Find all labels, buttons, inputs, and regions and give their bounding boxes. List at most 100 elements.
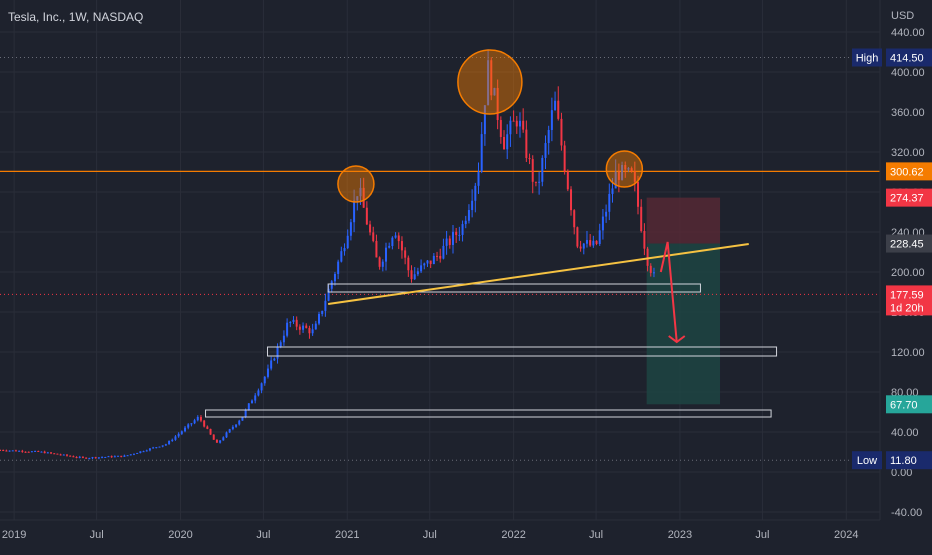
candle-body: [59, 454, 62, 456]
projection-arrow-path: [659, 241, 678, 343]
y-tick-label: 120.00: [891, 347, 925, 359]
candle-body: [522, 120, 525, 130]
candle-body: [171, 439, 174, 441]
candle-body: [279, 342, 282, 347]
time-axis[interactable]: 2019 Jul 2020 Jul 2021 Jul 2022 Jul 2023 Jul 2024: [0, 519, 880, 541]
candle-body: [327, 288, 330, 301]
candle-body: [305, 325, 308, 329]
candle-body: [2, 450, 5, 452]
x-tick-label: Jul: [423, 529, 437, 541]
candle-body: [30, 451, 33, 453]
candle-body: [487, 60, 490, 106]
x-tick-label: Jul: [256, 529, 270, 541]
candle-body: [362, 187, 365, 208]
candle-body: [471, 200, 474, 211]
candle-body: [605, 211, 608, 217]
horizontal-lines: [0, 57, 880, 461]
candle-body: [225, 432, 228, 438]
candle-body: [410, 270, 413, 280]
pattern-circle-2: [457, 49, 523, 115]
price-label-text: 11.80: [890, 455, 917, 467]
candle-body: [337, 261, 340, 274]
candle-body: [69, 455, 72, 457]
candle-body: [212, 434, 215, 440]
candle-body: [467, 210, 470, 221]
candle-body: [132, 453, 135, 455]
pattern-circle-3: [605, 150, 644, 188]
candle-body: [573, 210, 576, 228]
candle-body: [474, 185, 477, 201]
candle-body: [14, 450, 17, 452]
candle-body: [439, 255, 442, 259]
candle-body: [139, 451, 142, 453]
candle-body: [375, 240, 378, 258]
candle-body: [311, 329, 314, 334]
candle-body: [349, 222, 352, 236]
x-tick-label: 2019: [2, 529, 26, 541]
candle-body: [589, 240, 592, 246]
price-label-text: 228.45: [890, 239, 924, 251]
candle-body: [8, 450, 11, 452]
candle-body: [601, 216, 604, 231]
candle-body: [624, 165, 627, 170]
candle-body: [37, 450, 40, 452]
candle-body: [544, 143, 547, 158]
candle-body: [611, 188, 614, 194]
candle-body: [483, 105, 486, 135]
candle-body: [509, 120, 512, 135]
candle-body: [34, 450, 37, 452]
candle-body: [117, 455, 120, 457]
candle-body: [318, 313, 321, 324]
candle-body: [407, 257, 410, 271]
extreme-tag-text: High: [856, 53, 879, 65]
candle-body: [62, 454, 65, 456]
candle-body: [617, 171, 620, 180]
candle-body: [353, 200, 356, 223]
candle-body: [477, 171, 480, 186]
candle-body: [120, 455, 123, 457]
candle-body: [113, 456, 116, 458]
candle-body: [129, 454, 132, 456]
candle-body: [238, 420, 241, 425]
candle-body: [321, 310, 324, 314]
candle-body: [85, 457, 88, 459]
candle-body: [257, 390, 260, 396]
price-label-text: 177.59: [890, 289, 924, 301]
candle-body: [330, 281, 333, 289]
candle-body: [46, 452, 49, 454]
candle-body: [308, 328, 311, 334]
x-tick-label: 2021: [335, 529, 359, 541]
price-axis[interactable]: USD440.00400.00360.00320.00280.00240.002…: [879, 0, 925, 520]
candle-body: [563, 145, 566, 172]
candle-body: [394, 235, 397, 238]
candle-body: [260, 383, 263, 391]
candle-body: [142, 451, 145, 453]
candle-body: [158, 446, 161, 448]
drawings[interactable]: [205, 49, 778, 418]
candle-body: [184, 427, 187, 432]
candle-body: [97, 457, 100, 459]
y-tick-label: 360.00: [891, 107, 925, 119]
candle-body: [592, 240, 595, 246]
extreme-tag-text: Low: [857, 455, 877, 467]
candle-body: [608, 193, 611, 212]
candle-body: [538, 181, 541, 183]
candle-body: [196, 416, 199, 421]
candle-body: [50, 452, 53, 454]
y-tick-label: 0.00: [891, 467, 912, 479]
candle-body: [560, 118, 563, 146]
candle-body: [496, 87, 499, 121]
candle-body: [547, 129, 550, 144]
candle-body: [199, 416, 202, 421]
candle-body: [241, 416, 244, 421]
take-profit-zone: [646, 243, 721, 405]
candle-body: [566, 171, 569, 190]
price-label-text: 414.50: [890, 53, 924, 65]
candle-body: [292, 319, 295, 322]
candle-body: [276, 346, 279, 359]
candle-body: [152, 447, 155, 449]
candle-body: [378, 257, 381, 267]
x-tick-label: Jul: [755, 529, 769, 541]
